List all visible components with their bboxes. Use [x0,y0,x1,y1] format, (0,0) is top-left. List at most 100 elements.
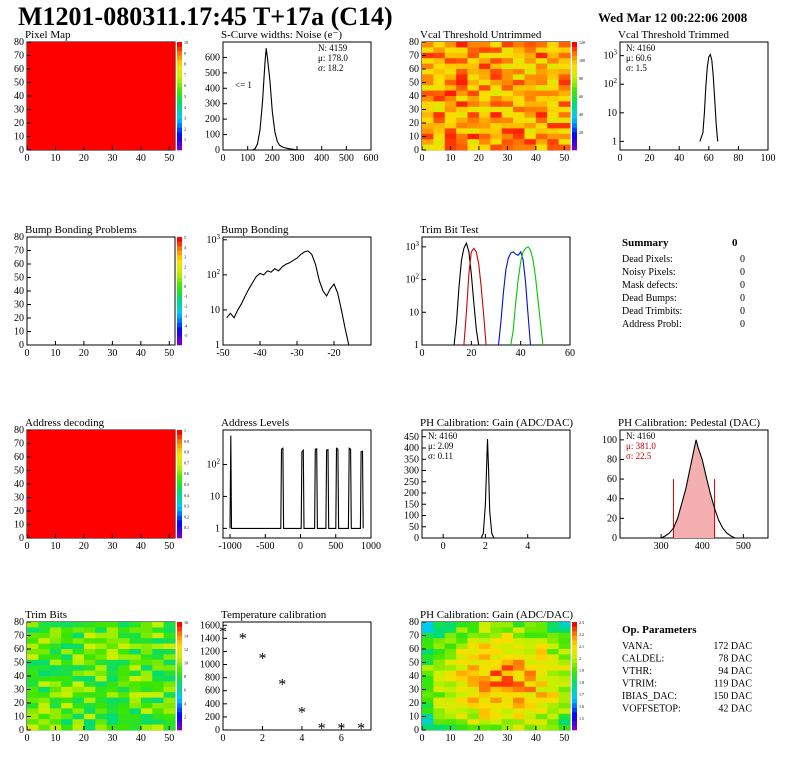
stat-mean: μ: 2.09 [428,441,454,451]
heatmap-cell [558,63,571,70]
heatmap-cell [83,659,96,666]
heatmap-cell [95,713,108,720]
x-tick-label: 50 [164,153,174,164]
y-tick-label: 200 [205,114,220,125]
heatmap-cell [129,703,142,709]
summary-value: 0 [740,280,745,291]
x-tick-label: 60 [704,153,714,164]
colorbar-segment [177,42,182,47]
heatmap-cell [513,117,525,124]
plot-frame [222,429,372,539]
heatmap-cell [535,708,548,715]
heatmap-cell [129,654,142,661]
heatmap-cell [38,703,51,709]
y-tick-exponent: 3 [416,240,420,248]
heatmap-cell [106,632,119,639]
heatmap-cell [558,681,571,688]
heatmap-cell [478,85,491,91]
heatmap-cell [27,686,39,693]
heatmap-cell [456,96,468,102]
heatmap-cell [547,676,560,682]
heatmap-cell [558,96,571,102]
colorbar-segment [572,622,577,627]
heatmap-cell [422,703,434,709]
plot-frame [421,429,571,539]
colorbar-segment [572,631,577,636]
heatmap-cell [422,90,434,97]
heatmap-cell [513,47,525,54]
heatmap-cell [501,128,514,135]
colorbar-segment [572,662,577,668]
heatmap-cell [27,665,39,671]
heatmap-cell [140,686,153,693]
heatmap-cell [422,128,434,135]
heatmap-cell [27,681,39,688]
heatmap-cell [118,692,130,698]
colorbar-segment [177,703,182,708]
heatmap-cell [444,686,457,693]
heatmap-cell [163,665,176,671]
heatmap-cell [547,79,560,86]
heatmap-cell [501,123,514,129]
heatmap-cell [547,703,560,709]
heatmap-cell [83,670,96,677]
heatmap-cell [478,144,491,151]
y-tick-label: 30 [14,685,24,696]
x-tick-label: 2 [483,541,488,552]
colorbar-segment [177,470,182,476]
colorbar-segment [177,533,182,539]
heatmap-cell [490,643,503,650]
heatmap-cell [467,697,480,704]
heatmap-cell [490,654,503,661]
colorbar-segment [177,434,182,440]
heatmap-cell [49,713,62,720]
heatmap-cell [72,654,85,661]
x-tick-label: 40 [516,348,526,359]
colorbar-segment [572,145,577,151]
heatmap-cell [467,52,480,59]
heatmap-cell [433,79,446,86]
heatmap-cell [444,101,457,108]
heatmap-cell [433,133,446,140]
heatmap-cell [444,654,457,661]
y-tick-label: 400 [404,443,419,454]
chart-title: Bump Bonding Problems [25,224,137,236]
colorbar-segment [177,118,182,124]
colorbar-segment [177,685,182,690]
heatmap-cell [106,665,119,671]
heatmap-cell [478,139,491,145]
colorbar-segment [177,73,182,79]
heatmap-cell [535,63,548,70]
heatmap-cell [152,649,165,655]
heatmap-cell [106,692,119,698]
colorbar-tick-label: 1 [184,137,186,142]
x-tick-label: 10 [50,541,60,552]
series-line [453,241,480,346]
heatmap-cell [456,643,468,650]
heatmap-cell [433,681,446,688]
heatmap-cell [501,632,514,639]
colorbar-segment [572,78,577,83]
heatmap-cell [467,139,480,145]
heatmap-cell [444,47,457,54]
colorbar-segment [177,694,182,699]
colorbar-tick-label: 16 [184,620,188,625]
heatmap-cell [38,692,51,698]
heatmap-cell [490,47,503,54]
heatmap-cell [501,101,514,108]
heatmap-cell [152,632,165,639]
heatmap-cell [467,106,480,113]
heatmap-cell [456,703,468,709]
y-tick-label: 1 [612,136,617,147]
heatmap-cell [490,139,503,145]
heatmap-cell [106,659,119,666]
heatmap-cell [524,692,537,698]
heatmap-cell [106,703,119,709]
heatmap-cell [152,638,165,644]
y-tick-label: 102 [207,268,221,281]
heatmap-cell [535,686,548,693]
x-tick-label: 6 [339,733,344,744]
chart-vcal-trimmed: Vcal Threshold Trimmed 0 20 40 60 80 100 1 10 102… [604,29,776,164]
heatmap-cell [478,659,491,666]
colorbar-segment [177,241,182,247]
